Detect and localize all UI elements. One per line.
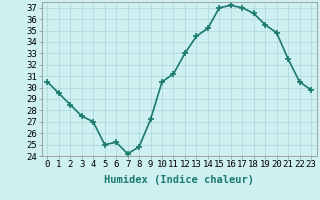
X-axis label: Humidex (Indice chaleur): Humidex (Indice chaleur) (104, 175, 254, 185)
